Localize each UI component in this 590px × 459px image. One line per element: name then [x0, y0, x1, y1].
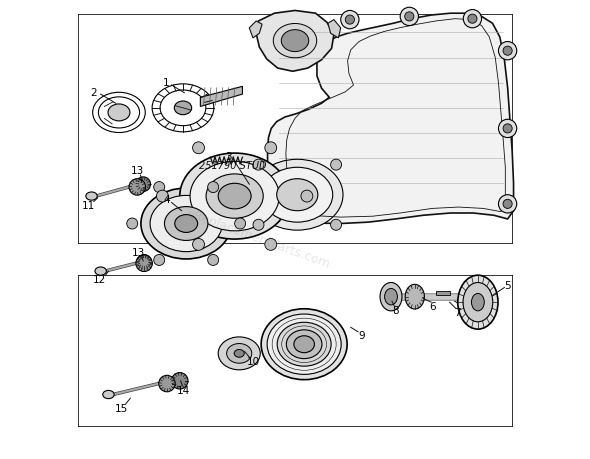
Text: eReplacementParts.com: eReplacementParts.com: [185, 207, 332, 271]
Text: 8: 8: [392, 306, 399, 316]
Circle shape: [330, 220, 342, 231]
Circle shape: [301, 191, 313, 202]
Polygon shape: [201, 87, 242, 107]
Text: 14: 14: [176, 385, 189, 395]
Text: 15: 15: [114, 403, 128, 414]
Ellipse shape: [277, 323, 331, 366]
Text: 13: 13: [132, 247, 145, 257]
Circle shape: [345, 16, 355, 25]
Circle shape: [253, 220, 264, 231]
Circle shape: [172, 373, 188, 389]
Text: 11: 11: [81, 200, 95, 210]
Polygon shape: [256, 11, 334, 72]
Ellipse shape: [281, 31, 309, 52]
Circle shape: [156, 191, 168, 202]
Bar: [436, 291, 450, 296]
Ellipse shape: [174, 102, 192, 116]
Circle shape: [340, 11, 359, 30]
Ellipse shape: [277, 179, 318, 211]
Text: 5: 5: [504, 280, 511, 290]
Text: 10: 10: [247, 356, 260, 366]
Ellipse shape: [471, 294, 484, 311]
Ellipse shape: [103, 391, 114, 399]
Text: 9: 9: [358, 330, 365, 340]
Ellipse shape: [141, 189, 231, 259]
Circle shape: [265, 142, 277, 154]
Text: 1: 1: [163, 78, 169, 88]
Circle shape: [253, 160, 264, 171]
Circle shape: [192, 142, 205, 154]
Ellipse shape: [86, 192, 97, 201]
Circle shape: [405, 13, 414, 22]
Circle shape: [503, 47, 512, 56]
Text: 7: 7: [454, 308, 461, 318]
Ellipse shape: [150, 196, 222, 252]
Circle shape: [159, 375, 175, 392]
Ellipse shape: [458, 275, 498, 330]
Circle shape: [503, 124, 512, 134]
Ellipse shape: [218, 184, 251, 209]
Circle shape: [154, 182, 165, 193]
Circle shape: [235, 218, 245, 230]
Ellipse shape: [108, 105, 130, 122]
Ellipse shape: [294, 336, 314, 353]
Circle shape: [127, 218, 137, 230]
Circle shape: [129, 179, 146, 196]
Circle shape: [499, 120, 517, 138]
Ellipse shape: [405, 285, 424, 309]
Circle shape: [468, 15, 477, 24]
Circle shape: [265, 239, 277, 251]
Circle shape: [208, 255, 219, 266]
Circle shape: [137, 255, 152, 269]
Ellipse shape: [218, 337, 260, 370]
Circle shape: [208, 182, 219, 193]
Circle shape: [400, 8, 418, 27]
Circle shape: [499, 42, 517, 61]
Ellipse shape: [385, 289, 398, 305]
Ellipse shape: [95, 267, 106, 275]
Polygon shape: [268, 14, 513, 224]
Circle shape: [499, 195, 517, 213]
Text: 13: 13: [130, 166, 144, 176]
Ellipse shape: [251, 160, 343, 230]
Text: 2: 2: [90, 88, 97, 98]
Ellipse shape: [180, 154, 290, 240]
Ellipse shape: [261, 309, 347, 380]
Circle shape: [330, 160, 342, 171]
Ellipse shape: [267, 314, 341, 375]
Text: 4: 4: [163, 195, 171, 205]
Ellipse shape: [175, 215, 198, 233]
Text: 12: 12: [93, 274, 106, 285]
Ellipse shape: [262, 168, 333, 223]
Ellipse shape: [206, 174, 263, 219]
Polygon shape: [250, 22, 262, 39]
Ellipse shape: [286, 330, 322, 359]
Ellipse shape: [234, 350, 244, 358]
Circle shape: [463, 11, 481, 29]
Circle shape: [192, 239, 205, 251]
Circle shape: [503, 200, 512, 209]
Circle shape: [154, 255, 165, 266]
Circle shape: [136, 256, 152, 272]
Ellipse shape: [380, 283, 402, 311]
Ellipse shape: [273, 24, 317, 59]
Ellipse shape: [190, 162, 279, 231]
Ellipse shape: [227, 344, 252, 364]
Polygon shape: [328, 21, 340, 39]
Text: 3: 3: [225, 151, 232, 162]
Text: 251790 STUD: 251790 STUD: [199, 161, 267, 171]
Text: 6: 6: [429, 301, 435, 311]
Ellipse shape: [463, 283, 493, 322]
Ellipse shape: [165, 207, 208, 241]
Circle shape: [136, 178, 150, 192]
